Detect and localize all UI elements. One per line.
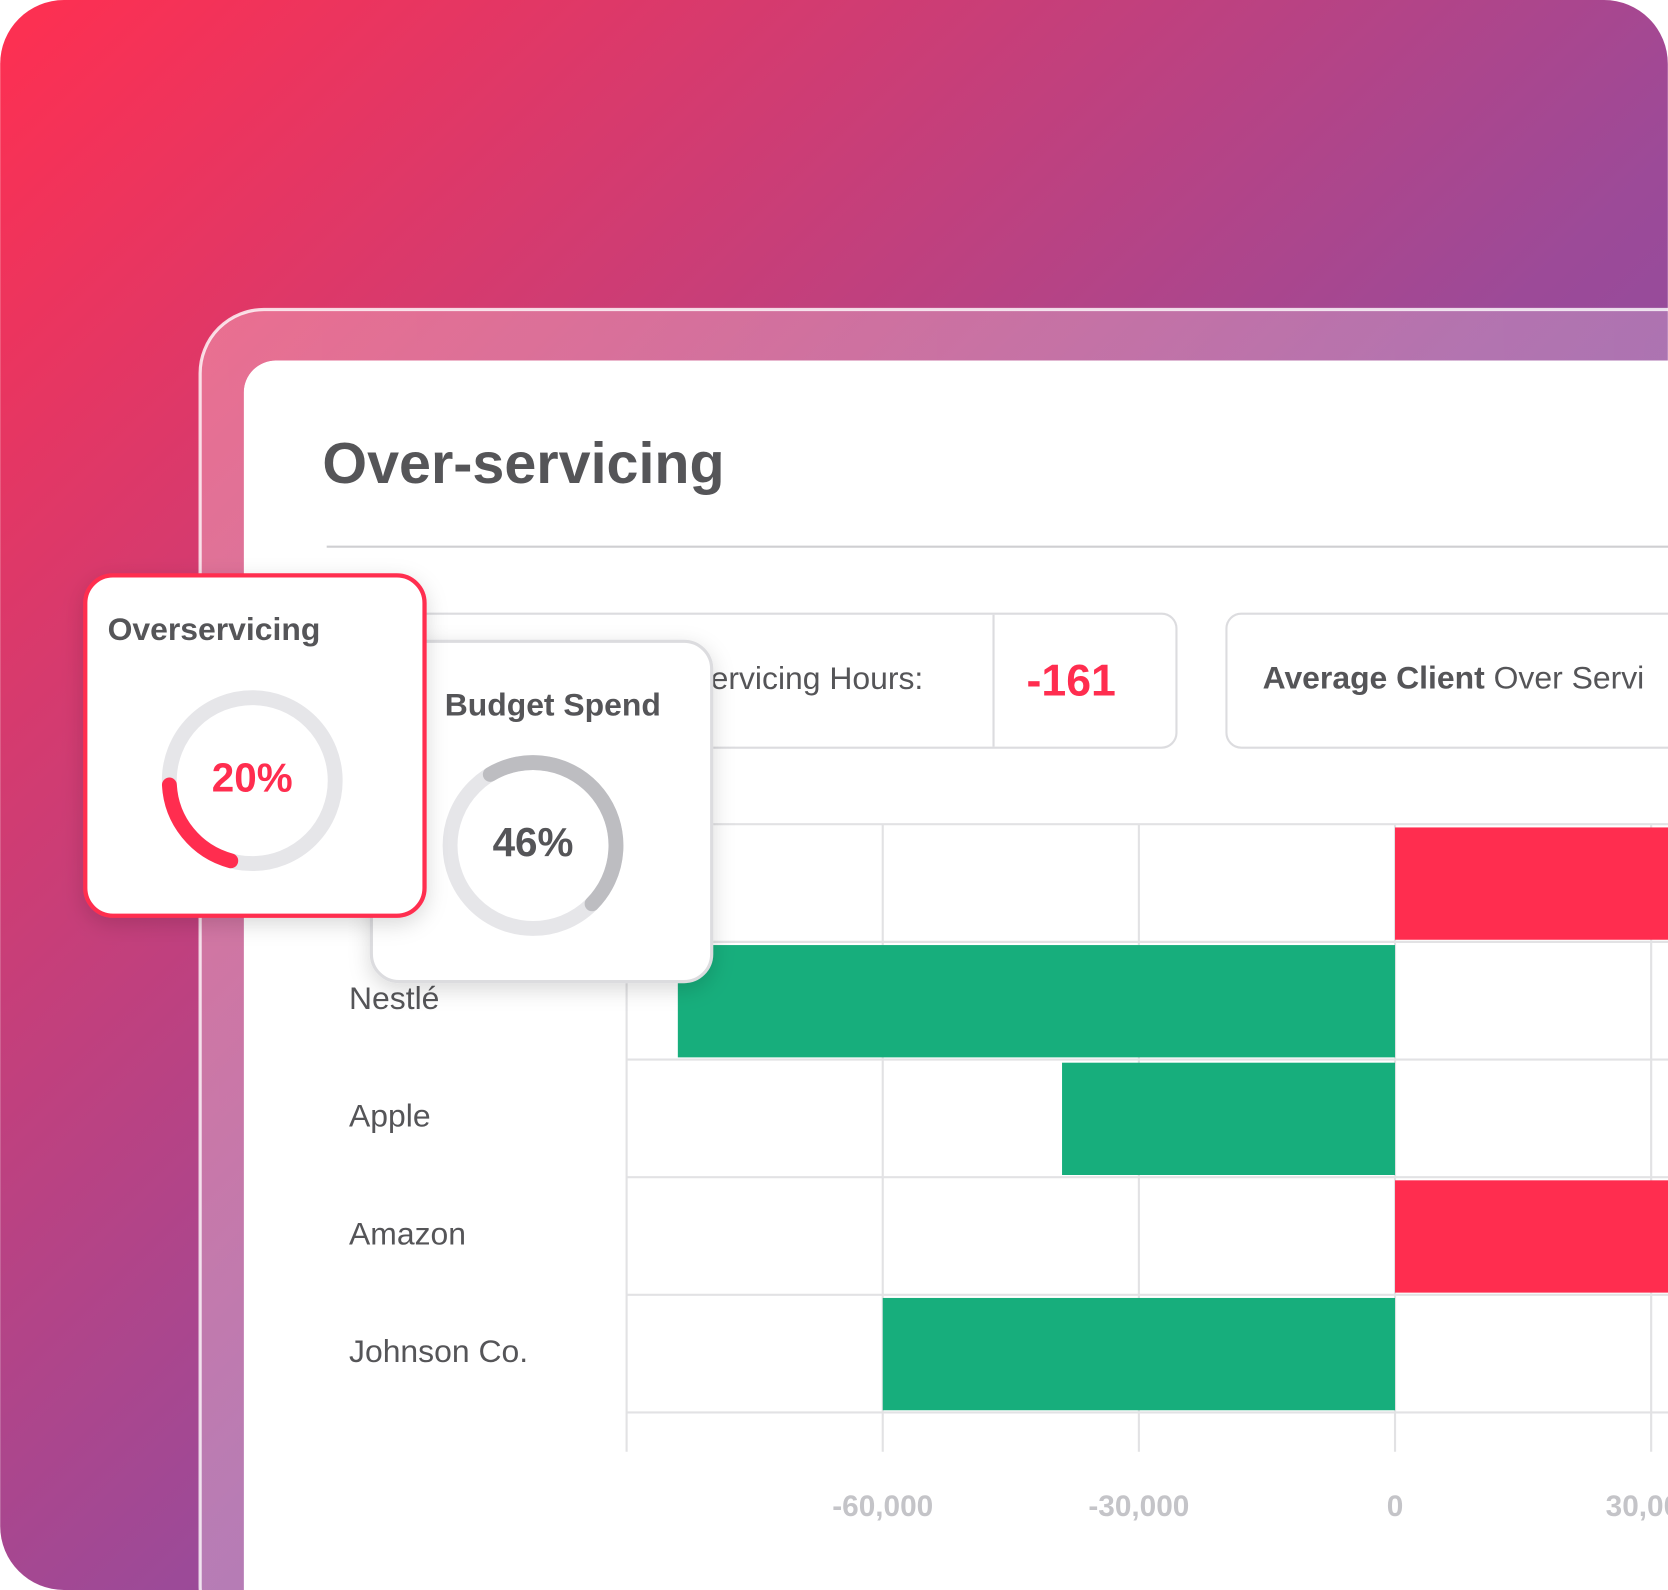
x-tick-label: 0 bbox=[1387, 1490, 1404, 1523]
category-label: Johnson Co. bbox=[349, 1333, 528, 1369]
stat-label: ervicing Hours: bbox=[711, 660, 924, 696]
bar bbox=[677, 945, 1396, 1058]
stat-box bbox=[1225, 612, 1668, 749]
stat-label-bold: Average Client bbox=[1263, 660, 1486, 696]
stat-label: Average Client Over Servi bbox=[1263, 660, 1645, 696]
card-title: Budget Spend bbox=[445, 687, 661, 723]
category-label: Amazon bbox=[349, 1215, 466, 1251]
x-tick-label: -30,000 bbox=[1088, 1490, 1189, 1523]
gauge-arc bbox=[161, 777, 239, 869]
bar bbox=[1395, 1180, 1668, 1293]
category-label: Nestlé bbox=[349, 980, 439, 1016]
stat-value: -161 bbox=[1027, 657, 1116, 706]
cards: Budget Spend 46% Overservicing 20% bbox=[83, 573, 714, 984]
page-title: Over-servicing bbox=[322, 432, 724, 496]
card-box bbox=[83, 573, 427, 918]
gauge-label: 46% bbox=[493, 819, 574, 865]
category-label: Apple bbox=[349, 1098, 431, 1134]
x-tick-label: -60,000 bbox=[832, 1490, 933, 1523]
bar bbox=[882, 1297, 1396, 1411]
chart: -60,000 -30,000 0 30,000 Nestlé Apple Amazon Jo… bbox=[349, 823, 1668, 1523]
gauge-card: Budget Spend 46% bbox=[369, 639, 714, 984]
x-tick-label: 30,000 bbox=[1606, 1490, 1668, 1523]
bar bbox=[1395, 827, 1668, 940]
stat-label-rest: Over Servi bbox=[1494, 660, 1645, 696]
card-title: Overservicing bbox=[108, 611, 321, 647]
gauge-arc bbox=[482, 755, 624, 912]
gauge-label: 20% bbox=[212, 754, 293, 800]
bar bbox=[1062, 1062, 1396, 1176]
gauge-card: Overservicing 20% bbox=[83, 573, 427, 918]
